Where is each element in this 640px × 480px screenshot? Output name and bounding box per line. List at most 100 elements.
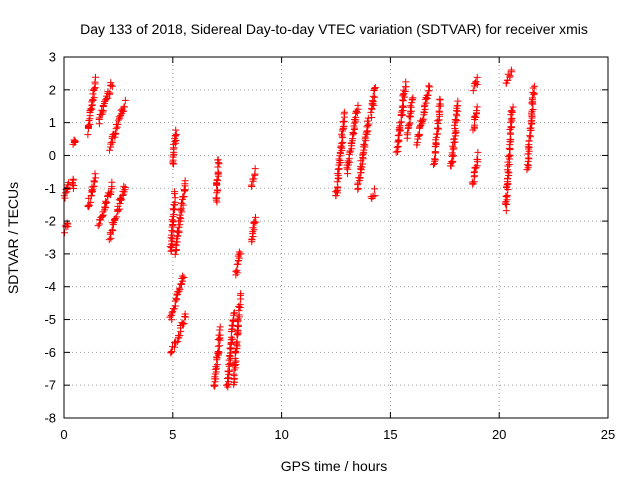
data-point <box>371 93 379 101</box>
data-point <box>370 101 378 109</box>
data-point <box>400 93 408 101</box>
data-point <box>370 185 378 193</box>
data-point <box>120 182 128 190</box>
data-point <box>528 107 536 115</box>
y-tick-label: -8 <box>44 411 56 426</box>
data-point <box>346 148 354 156</box>
data-point <box>180 319 188 327</box>
data-point <box>172 126 180 134</box>
y-tick-label: -6 <box>44 345 56 360</box>
data-point <box>334 170 342 178</box>
data-point <box>525 137 533 145</box>
data-points <box>60 66 539 391</box>
data-point <box>111 129 119 137</box>
data-point <box>356 174 364 182</box>
data-point <box>473 73 481 81</box>
data-point <box>417 121 425 129</box>
data-point <box>168 347 176 355</box>
data-point <box>472 113 480 121</box>
data-point <box>526 132 534 140</box>
y-tick-label: -5 <box>44 312 56 327</box>
data-point <box>234 322 242 330</box>
data-point <box>430 155 438 163</box>
data-point <box>71 138 79 146</box>
data-point <box>452 128 460 136</box>
data-point <box>249 230 257 238</box>
data-point <box>407 103 415 111</box>
data-point <box>85 117 93 125</box>
data-point <box>531 82 539 90</box>
data-point <box>177 281 185 289</box>
data-point <box>344 165 352 173</box>
data-point <box>360 140 368 148</box>
data-point <box>365 120 373 128</box>
data-point <box>106 89 114 97</box>
data-point <box>406 102 414 110</box>
data-point <box>364 122 372 130</box>
data-point <box>91 170 99 178</box>
data-point <box>406 119 414 127</box>
chart-title: Day 133 of 2018, Sidereal Day-to-day VTE… <box>80 21 588 37</box>
data-point <box>99 211 107 219</box>
data-point <box>101 203 109 211</box>
data-point <box>173 291 181 299</box>
data-point <box>179 320 187 328</box>
data-point <box>502 192 510 200</box>
data-point <box>171 194 179 202</box>
data-point <box>90 177 98 185</box>
data-point <box>108 178 116 186</box>
data-point <box>505 169 513 177</box>
data-point <box>526 124 534 132</box>
data-point <box>425 82 433 90</box>
data-point <box>214 156 222 164</box>
data-point <box>91 85 99 93</box>
data-point <box>394 138 402 146</box>
data-point <box>523 166 531 174</box>
data-point <box>113 213 121 221</box>
data-point <box>214 187 222 195</box>
data-point <box>169 212 177 220</box>
data-point <box>474 148 482 156</box>
data-point <box>228 321 236 329</box>
data-point <box>503 191 511 199</box>
data-point <box>448 158 456 166</box>
data-point <box>118 196 126 204</box>
data-point <box>247 181 255 189</box>
x-tick-label: 15 <box>383 427 397 442</box>
y-tick-label: -1 <box>44 181 56 196</box>
data-point <box>473 107 481 115</box>
data-point <box>107 188 115 196</box>
data-point <box>508 68 516 76</box>
data-point <box>431 156 439 164</box>
data-point <box>506 152 514 160</box>
data-point <box>502 207 510 215</box>
data-point <box>359 153 367 161</box>
data-point <box>64 220 72 228</box>
data-point <box>340 110 348 118</box>
data-point <box>424 91 432 99</box>
data-point <box>61 229 69 237</box>
data-point <box>349 131 357 139</box>
data-point <box>419 115 427 123</box>
data-point <box>364 114 372 122</box>
data-point <box>169 205 177 213</box>
data-point <box>504 158 512 166</box>
data-point <box>176 332 184 340</box>
data-point <box>395 137 403 145</box>
data-point <box>95 114 103 122</box>
data-point <box>251 213 259 221</box>
data-point <box>397 118 405 126</box>
data-point <box>350 130 358 138</box>
data-point <box>235 248 243 256</box>
data-point <box>102 197 110 205</box>
data-point <box>358 163 366 171</box>
data-point <box>86 106 94 114</box>
data-point <box>69 176 77 184</box>
data-point <box>357 165 365 173</box>
data-point <box>451 124 459 132</box>
data-point <box>180 274 188 282</box>
data-point <box>121 96 129 104</box>
data-point <box>367 108 375 116</box>
x-tick-label: 5 <box>169 427 176 442</box>
data-point <box>506 151 514 159</box>
